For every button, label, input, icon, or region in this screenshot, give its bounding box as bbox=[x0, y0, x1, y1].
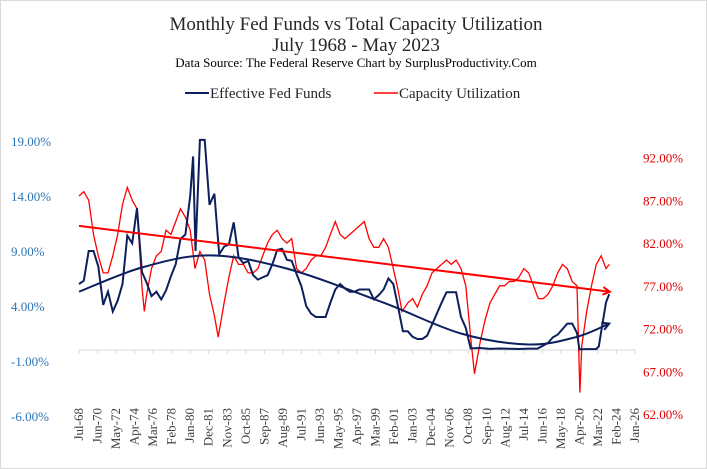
x-tick-label: Aug-89 bbox=[275, 408, 290, 448]
x-tick-label: May-95 bbox=[330, 408, 345, 449]
y-left-tick-label: -1.00% bbox=[11, 354, 49, 369]
x-tick-label: Jun-70 bbox=[90, 408, 105, 443]
x-tick-label: Oct-08 bbox=[460, 408, 475, 444]
x-tick-label: Aug-12 bbox=[497, 408, 512, 448]
y-right-tick-label: 67.00% bbox=[643, 364, 683, 379]
y-right-tick-label: 62.00% bbox=[643, 407, 683, 422]
legend-fed-label: Effective Fed Funds bbox=[210, 86, 332, 102]
legend-cap-label: Capacity Utilization bbox=[399, 86, 521, 102]
chart-source: Data Source: The Federal Reserve Chart b… bbox=[175, 55, 536, 70]
chart-subtitle: July 1968 - May 2023 bbox=[272, 35, 440, 56]
x-tick-label: Feb-24 bbox=[608, 408, 623, 445]
fed-trend-arrowhead bbox=[601, 321, 612, 331]
x-tick-label: Oct-85 bbox=[238, 408, 253, 444]
x-tick-label: May-72 bbox=[108, 408, 123, 449]
y-right-tick-label: 87.00% bbox=[643, 193, 683, 208]
x-tick-label: Jul-14 bbox=[516, 408, 531, 441]
y-left-tick-label: 14.00% bbox=[11, 189, 51, 204]
x-tick-label: Jan-26 bbox=[627, 408, 642, 443]
x-tick-label: Apr-74 bbox=[127, 408, 142, 446]
x-tick-label: Jun-16 bbox=[534, 408, 549, 444]
y-left-tick-label: 19.00% bbox=[11, 134, 51, 149]
x-tick-label: Dec-04 bbox=[423, 408, 438, 447]
x-tick-label: Feb-78 bbox=[164, 408, 179, 445]
x-tick-label: Jun-93 bbox=[312, 408, 327, 443]
x-tick-label: Mar-99 bbox=[368, 408, 383, 447]
y-left-tick-label: 9.00% bbox=[11, 244, 45, 259]
y-left-tick-label: -6.00% bbox=[11, 409, 49, 424]
x-tick-label: Jan-03 bbox=[405, 408, 420, 443]
chart-title: Monthly Fed Funds vs Total Capacity Util… bbox=[169, 14, 543, 35]
series-fed-funds-line bbox=[78, 138, 611, 351]
y-right-tick-label: 92.00% bbox=[643, 151, 683, 166]
y-right-tick-label: 82.00% bbox=[643, 236, 683, 251]
y-right-tick-label: 77.00% bbox=[643, 279, 683, 294]
y-right-tick-label: 72.00% bbox=[643, 322, 683, 337]
x-tick-label: Nov-83 bbox=[219, 408, 234, 448]
x-tick-label: Dec-81 bbox=[201, 408, 216, 446]
x-tick-label: Jul-91 bbox=[293, 408, 308, 441]
x-tick-label: May-18 bbox=[553, 408, 568, 449]
x-tick-label: Jul-68 bbox=[71, 408, 86, 441]
x-tick-label: Sep-87 bbox=[256, 408, 271, 445]
x-tick-label: Feb-01 bbox=[386, 408, 401, 445]
x-tick-label: Mar-22 bbox=[590, 408, 605, 447]
x-tick-label: Nov-06 bbox=[442, 408, 457, 448]
capacity-trend-arrowhead bbox=[602, 286, 612, 296]
x-tick-label: Mar-76 bbox=[145, 408, 160, 447]
x-tick-label: Sep-10 bbox=[479, 408, 494, 445]
series-capacity-utilization-line bbox=[78, 185, 610, 393]
y-left-tick-label: 4.00% bbox=[11, 299, 45, 314]
x-tick-label: Jan-80 bbox=[182, 408, 197, 443]
x-tick-label: Apr-97 bbox=[349, 408, 364, 446]
fed-funds-trendline bbox=[78, 254, 610, 346]
capacity-trendline bbox=[78, 224, 611, 293]
x-tick-label: Apr-20 bbox=[571, 408, 586, 445]
